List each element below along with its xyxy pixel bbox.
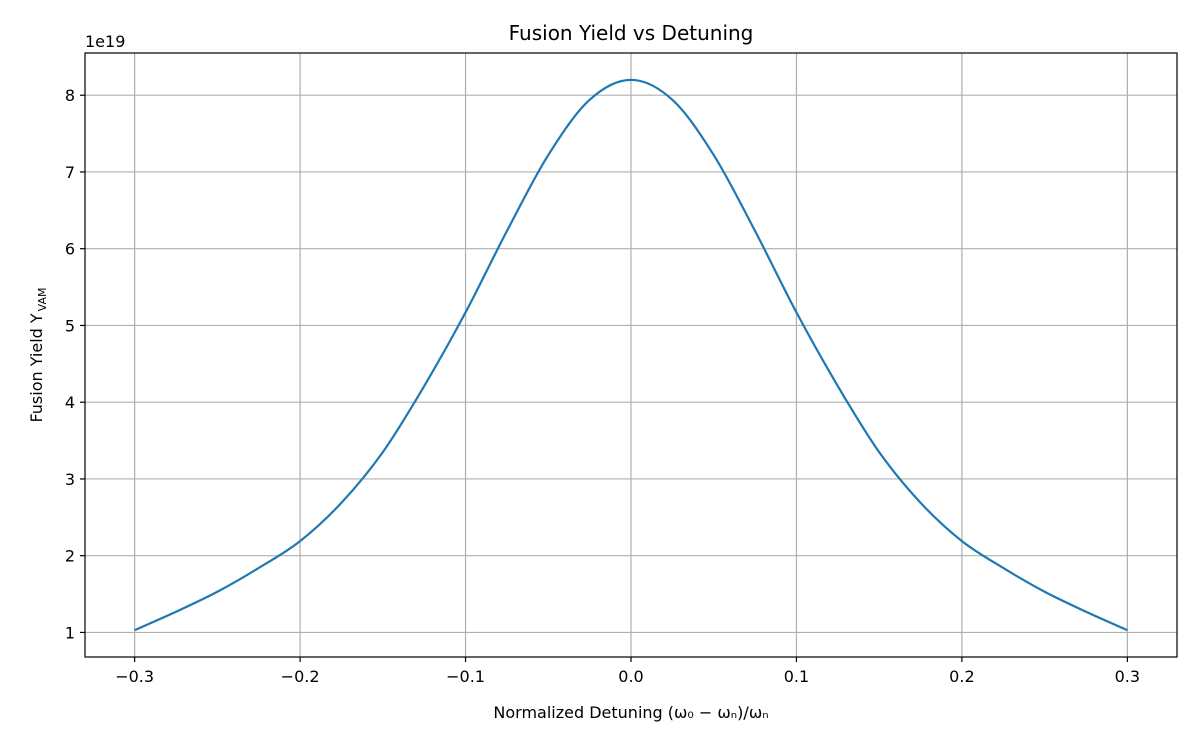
x-tick-label: −0.2 (281, 667, 320, 686)
y-tick-label: 2 (65, 547, 75, 566)
x-tick-label: 0.0 (618, 667, 643, 686)
x-tick-label: 0.2 (949, 667, 974, 686)
y-axis-label-main: Fusion Yield Y (27, 313, 46, 422)
chart-title: Fusion Yield vs Detuning (509, 21, 754, 45)
x-tick-label: 0.1 (784, 667, 809, 686)
y-tick-label: 1 (65, 623, 75, 642)
y-axis-label: Fusion Yield Y VAM (27, 287, 49, 422)
y-tick-label: 4 (65, 393, 75, 412)
y-tick-label: 3 (65, 470, 75, 489)
x-tick-label: −0.1 (446, 667, 485, 686)
x-tick-label: −0.3 (115, 667, 154, 686)
x-axis-label: Normalized Detuning (ω₀ − ωₙ)/ωₙ (493, 703, 768, 722)
y-tick-label: 6 (65, 240, 75, 259)
y-axis: 1 2 3 4 5 6 7 8 (65, 86, 85, 642)
y-tick-label: 7 (65, 163, 75, 182)
grid (85, 53, 1177, 657)
series-line-fusion-yield (134, 78, 1128, 632)
y-tick-label: 8 (65, 86, 75, 105)
x-axis: −0.3 −0.2 −0.1 0.0 0.1 0.2 0.3 (115, 657, 1140, 686)
y-axis-label-subscript: VAM (36, 287, 49, 311)
y-tick-label: 5 (65, 316, 75, 335)
y-offset-label: 1e19 (85, 32, 125, 51)
x-tick-label: 0.3 (1115, 667, 1140, 686)
